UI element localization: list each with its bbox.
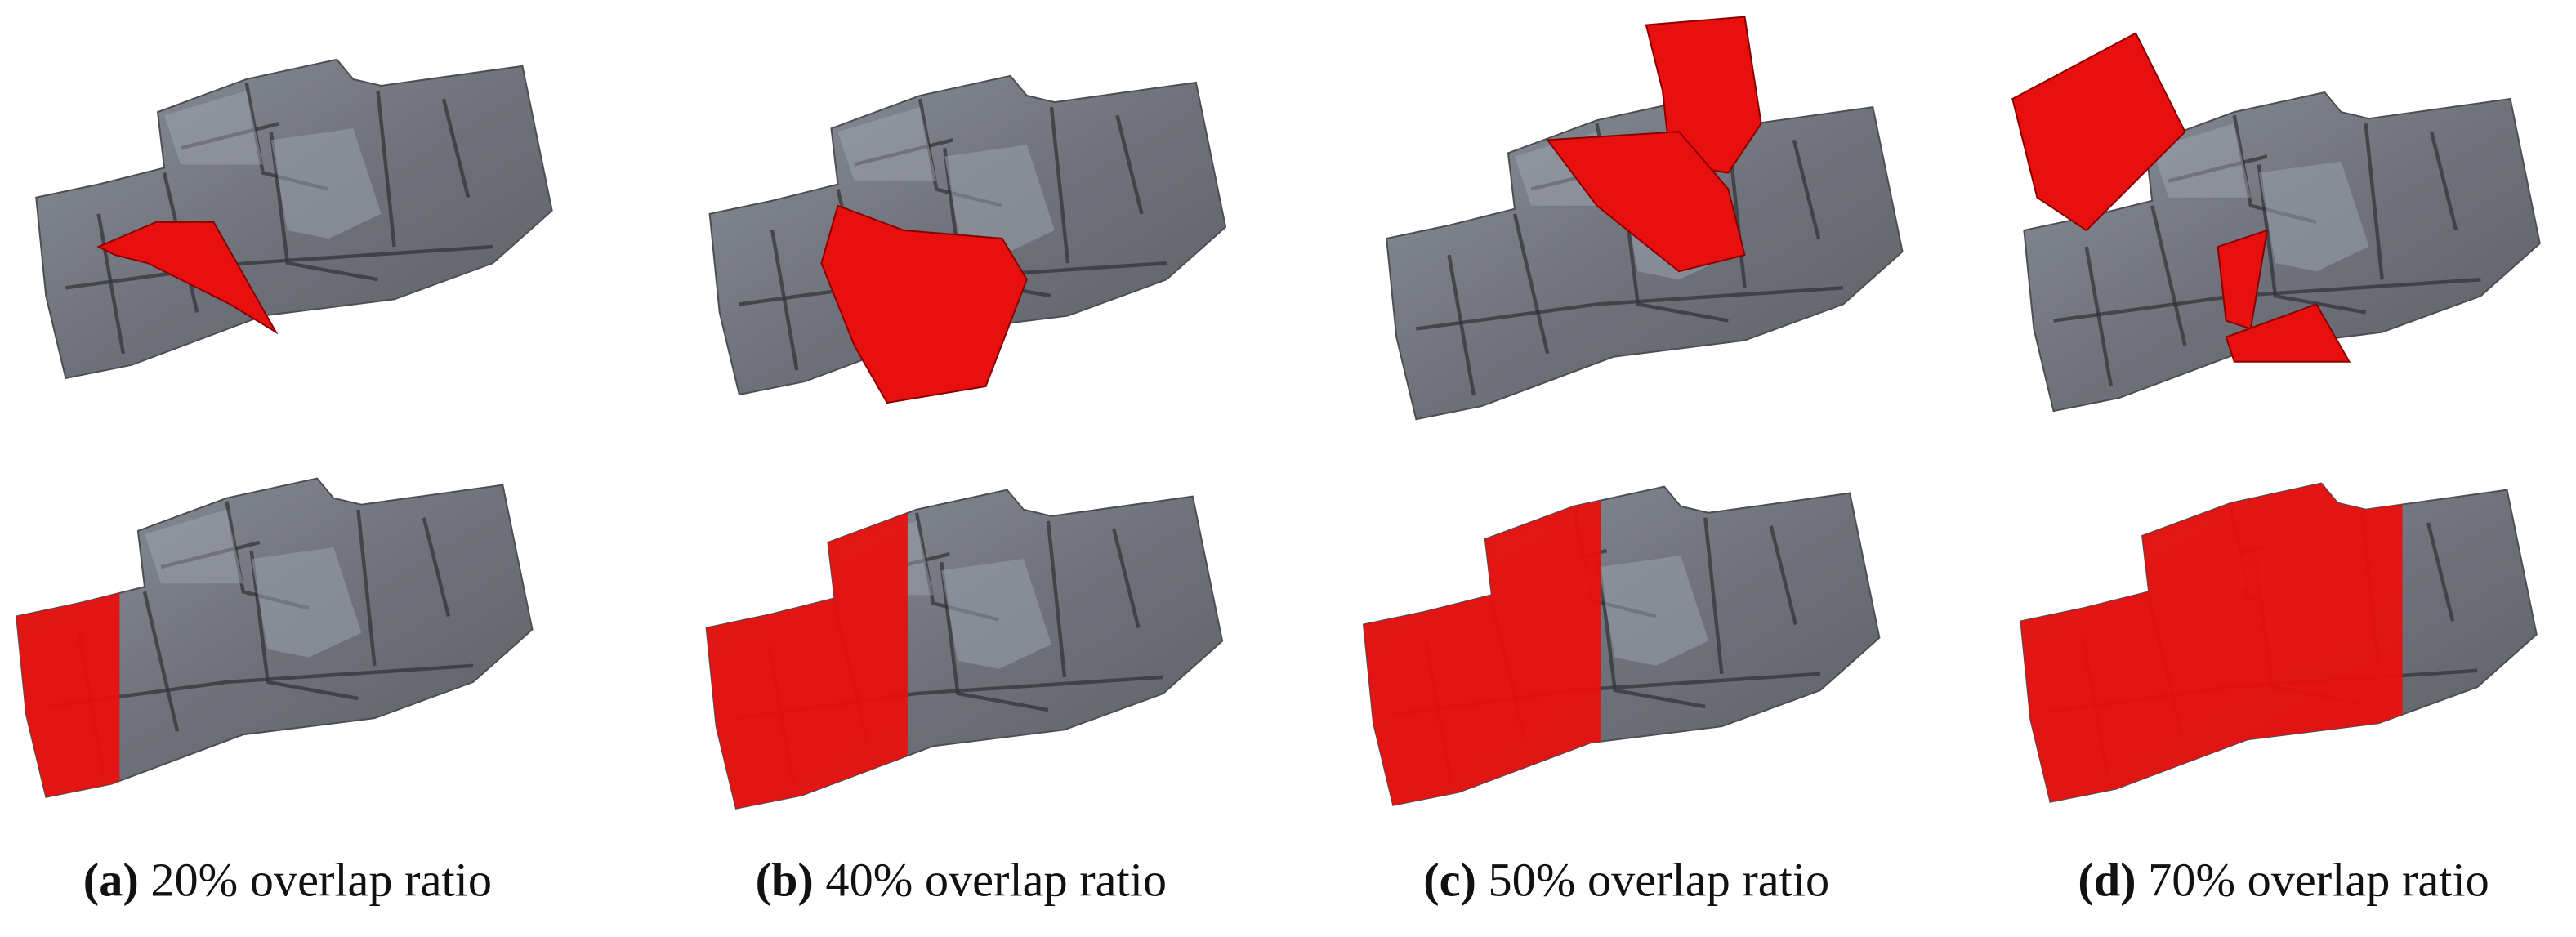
crack — [356, 509, 377, 667]
crack — [854, 138, 953, 167]
block — [837, 107, 937, 181]
red-overlap — [706, 489, 908, 809]
panel-label: (c) — [1423, 853, 1476, 906]
space — [814, 853, 826, 906]
red-overlay — [2011, 32, 2186, 232]
crack — [1703, 517, 1724, 675]
block — [1598, 556, 1709, 666]
crack — [2150, 205, 2187, 346]
red-overlay — [2225, 303, 2351, 363]
crack — [1046, 520, 1067, 678]
space — [2136, 853, 2149, 906]
caption: (c) 50% overlap ratio — [1423, 853, 1829, 906]
red-overlay — [96, 221, 279, 335]
bottom-view — [16, 477, 534, 798]
top-view — [708, 74, 1227, 404]
top-view — [1386, 16, 1904, 421]
block — [270, 128, 382, 239]
caption-text: 70% overlap ratio — [2148, 853, 2489, 906]
red-overlay — [820, 204, 1028, 404]
caption: (b) 40% overlap ratio — [756, 853, 1167, 906]
top-view — [35, 58, 553, 380]
panel-label: (b) — [756, 853, 814, 906]
block — [944, 145, 1055, 256]
crack — [2084, 246, 2114, 387]
caption: (a) 20% overlap ratio — [83, 853, 492, 906]
bottom-view — [2020, 482, 2538, 803]
crack — [1112, 529, 1141, 629]
crack — [1049, 106, 1070, 264]
red-overlap — [2020, 483, 2403, 802]
crack — [1447, 254, 1476, 395]
crack — [422, 517, 451, 618]
crack — [770, 230, 799, 371]
crack — [142, 591, 180, 732]
bottom-view — [705, 489, 1224, 810]
panels: (a) 20% overlap ratio (b) 40% overlap rat… — [16, 16, 2541, 906]
panel-label: (a) — [83, 853, 139, 906]
caption: (d) 70% overlap ratio — [2078, 853, 2489, 906]
panel-label: (d) — [2078, 853, 2136, 906]
crack — [2168, 154, 2268, 183]
crack — [1512, 213, 1550, 355]
space — [1476, 853, 1489, 906]
crack — [2426, 522, 2455, 622]
crack — [1769, 525, 1797, 626]
crack — [441, 98, 471, 199]
caption-text: 20% overlap ratio — [150, 853, 492, 906]
crack — [160, 540, 261, 569]
caption-text: 40% overlap ratio — [825, 853, 1167, 906]
crack — [376, 90, 396, 248]
crack — [1792, 139, 1821, 239]
overlap-region — [706, 489, 908, 809]
crack — [2364, 123, 2384, 280]
caption-text: 50% overlap ratio — [1489, 853, 1830, 906]
bottom-view — [1362, 485, 1881, 806]
block — [2258, 161, 2369, 272]
space — [139, 853, 151, 906]
block — [941, 559, 1051, 669]
overlap-region — [2020, 483, 2403, 802]
block — [251, 547, 362, 658]
block — [2152, 123, 2251, 198]
crack — [2429, 131, 2458, 231]
red-overlay — [1546, 131, 1746, 273]
top-view — [2011, 32, 2541, 413]
crack — [1416, 286, 1844, 331]
crack — [180, 122, 280, 150]
block — [144, 509, 243, 584]
crack — [1115, 114, 1144, 215]
crack — [96, 213, 125, 355]
crack — [65, 244, 493, 290]
block — [164, 91, 263, 165]
